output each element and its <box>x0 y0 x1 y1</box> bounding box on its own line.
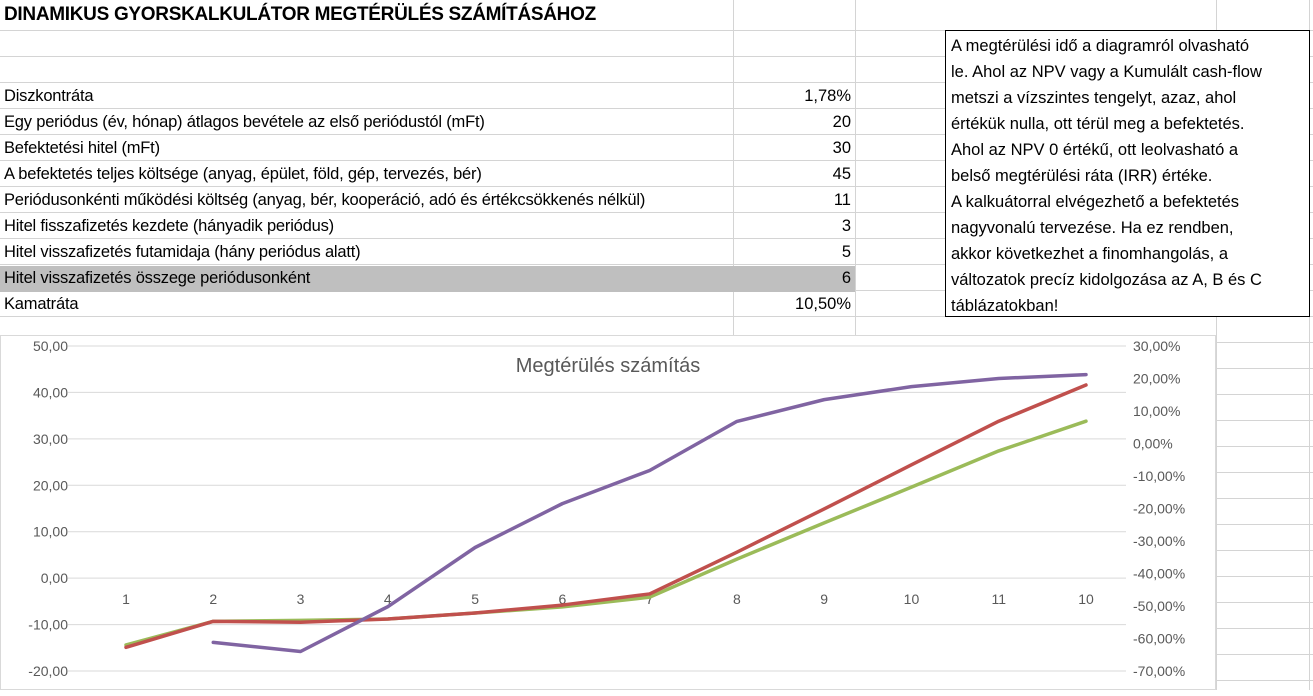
chart-title: Megtérülés számítás <box>516 355 701 377</box>
y-right-tick-label: 20,00% <box>1133 371 1180 387</box>
parameter-label: Befektetési hitel (mFt) <box>4 139 732 158</box>
x-tick-label: 2 <box>209 591 217 607</box>
info-text-box[interactable]: A megtérülési idő a diagramról olvasható… <box>945 30 1310 317</box>
y-right-tick-label: -60,00% <box>1133 631 1185 647</box>
y-right-tick-label: -50,00% <box>1133 598 1185 614</box>
note-line: akkor következhet a finomhangolás, a <box>951 241 1309 267</box>
parameter-row[interactable]: Egy periódus (év, hónap) átlagos bevétel… <box>0 110 855 136</box>
y-left-tick-label: -10,00 <box>28 617 68 633</box>
y-right-tick-label: -10,00% <box>1133 468 1185 484</box>
note-line: A kalkuátorral elvégezhető a befektetés <box>951 189 1309 215</box>
x-tick-label: 3 <box>297 591 305 607</box>
x-tick-label: 11 <box>991 591 1006 607</box>
parameter-value[interactable]: 45 <box>833 165 851 184</box>
y-right-tick-label: -40,00% <box>1133 566 1185 582</box>
parameter-row[interactable]: Periódusonkénti működési költség (anyag,… <box>0 188 855 214</box>
parameter-row[interactable]: Hitel fisszafizetés kezdete (hányadik pe… <box>0 214 855 240</box>
x-tick-label: 8 <box>733 591 741 607</box>
y-right-tick-label: 30,00% <box>1133 338 1180 354</box>
y-left-tick-label: 10,00 <box>33 524 68 540</box>
parameter-value[interactable]: 10,50% <box>795 295 851 314</box>
parameter-value[interactable]: 5 <box>842 243 851 262</box>
parameter-label: A befektetés teljes költsége (anyag, épü… <box>4 165 732 184</box>
series-line-0 <box>126 421 1086 645</box>
parameter-label: Hitel visszafizetés futamidaja (hány per… <box>4 243 732 262</box>
parameter-label: Egy periódus (év, hónap) átlagos bevétel… <box>4 113 732 132</box>
parameter-row[interactable]: A befektetés teljes költsége (anyag, épü… <box>0 162 855 188</box>
note-line: változatok precíz kidolgozása az A, B és… <box>951 267 1309 293</box>
y-left-tick-label: -20,00 <box>28 663 68 679</box>
parameter-row[interactable]: Diszkontráta 1,78% <box>0 84 855 110</box>
note-line: Ahol az NPV 0 értékű, ott leolvasható a <box>951 137 1309 163</box>
parameter-label: Hitel visszafizetés összege periódusonké… <box>4 269 732 288</box>
y-left-tick-label: 40,00 <box>33 384 68 400</box>
parameter-row[interactable]: Befektetési hitel (mFt) 30 <box>0 136 855 162</box>
parameter-value[interactable]: 30 <box>833 139 851 158</box>
parameter-row[interactable]: Hitel visszafizetés összege periódusonké… <box>0 266 855 292</box>
parameter-row[interactable]: Kamatráta 10,50% <box>0 292 855 318</box>
y-left-tick-label: 50,00 <box>33 338 68 354</box>
note-line: értékük nulla, ott térül meg a befekteté… <box>951 111 1309 137</box>
y-left-tick-label: 20,00 <box>33 477 68 493</box>
x-tick-label: 10 <box>1078 591 1094 607</box>
note-line: nagyvonalú tervezése. Ha ez rendben, <box>951 215 1309 241</box>
x-tick-label: 10 <box>904 591 920 607</box>
parameter-value[interactable]: 6 <box>842 269 851 288</box>
x-tick-label: 5 <box>471 591 479 607</box>
parameter-label: Periódusonkénti működési költség (anyag,… <box>4 191 732 210</box>
note-line: le. Ahol az NPV vagy a Kumulált cash-flo… <box>951 59 1309 85</box>
series-line-1 <box>126 385 1086 647</box>
parameter-value[interactable]: 11 <box>834 191 851 210</box>
parameter-label: Kamatráta <box>4 295 732 314</box>
parameter-label: Hitel fisszafizetés kezdete (hányadik pe… <box>4 217 732 236</box>
y-right-tick-label: 0,00% <box>1133 436 1173 452</box>
y-left-tick-label: 0,00 <box>41 570 68 586</box>
chart-canvas: -20,00-10,000,0010,0020,0030,0040,0050,0… <box>1 336 1217 691</box>
x-tick-label: 1 <box>122 591 130 607</box>
sheet-title: DINAMIKUS GYORSKALKULÁTOR MEGTÉRÜLÉS SZÁ… <box>4 4 596 26</box>
parameter-value[interactable]: 1,78% <box>804 87 851 106</box>
parameter-value[interactable]: 20 <box>833 113 851 132</box>
parameter-value[interactable]: 3 <box>842 217 851 236</box>
parameter-label: Diszkontráta <box>4 87 732 106</box>
note-line: belső megtérülési ráta (IRR) értéke. <box>951 163 1309 189</box>
y-right-tick-label: 10,00% <box>1133 403 1180 419</box>
y-right-tick-label: -20,00% <box>1133 501 1185 517</box>
y-right-tick-label: -30,00% <box>1133 533 1185 549</box>
y-right-tick-label: -70,00% <box>1133 663 1185 679</box>
series-line-2 <box>213 375 1086 652</box>
x-tick-label: 9 <box>820 591 828 607</box>
y-left-tick-label: 30,00 <box>33 431 68 447</box>
note-line: metszi a vízszintes tengelyt, azaz, ahol <box>951 85 1309 111</box>
note-line: táblázatokban! <box>951 293 1309 319</box>
parameter-row[interactable]: Hitel visszafizetés futamidaja (hány per… <box>0 240 855 266</box>
note-line: A megtérülési idő a diagramról olvasható <box>951 33 1309 59</box>
